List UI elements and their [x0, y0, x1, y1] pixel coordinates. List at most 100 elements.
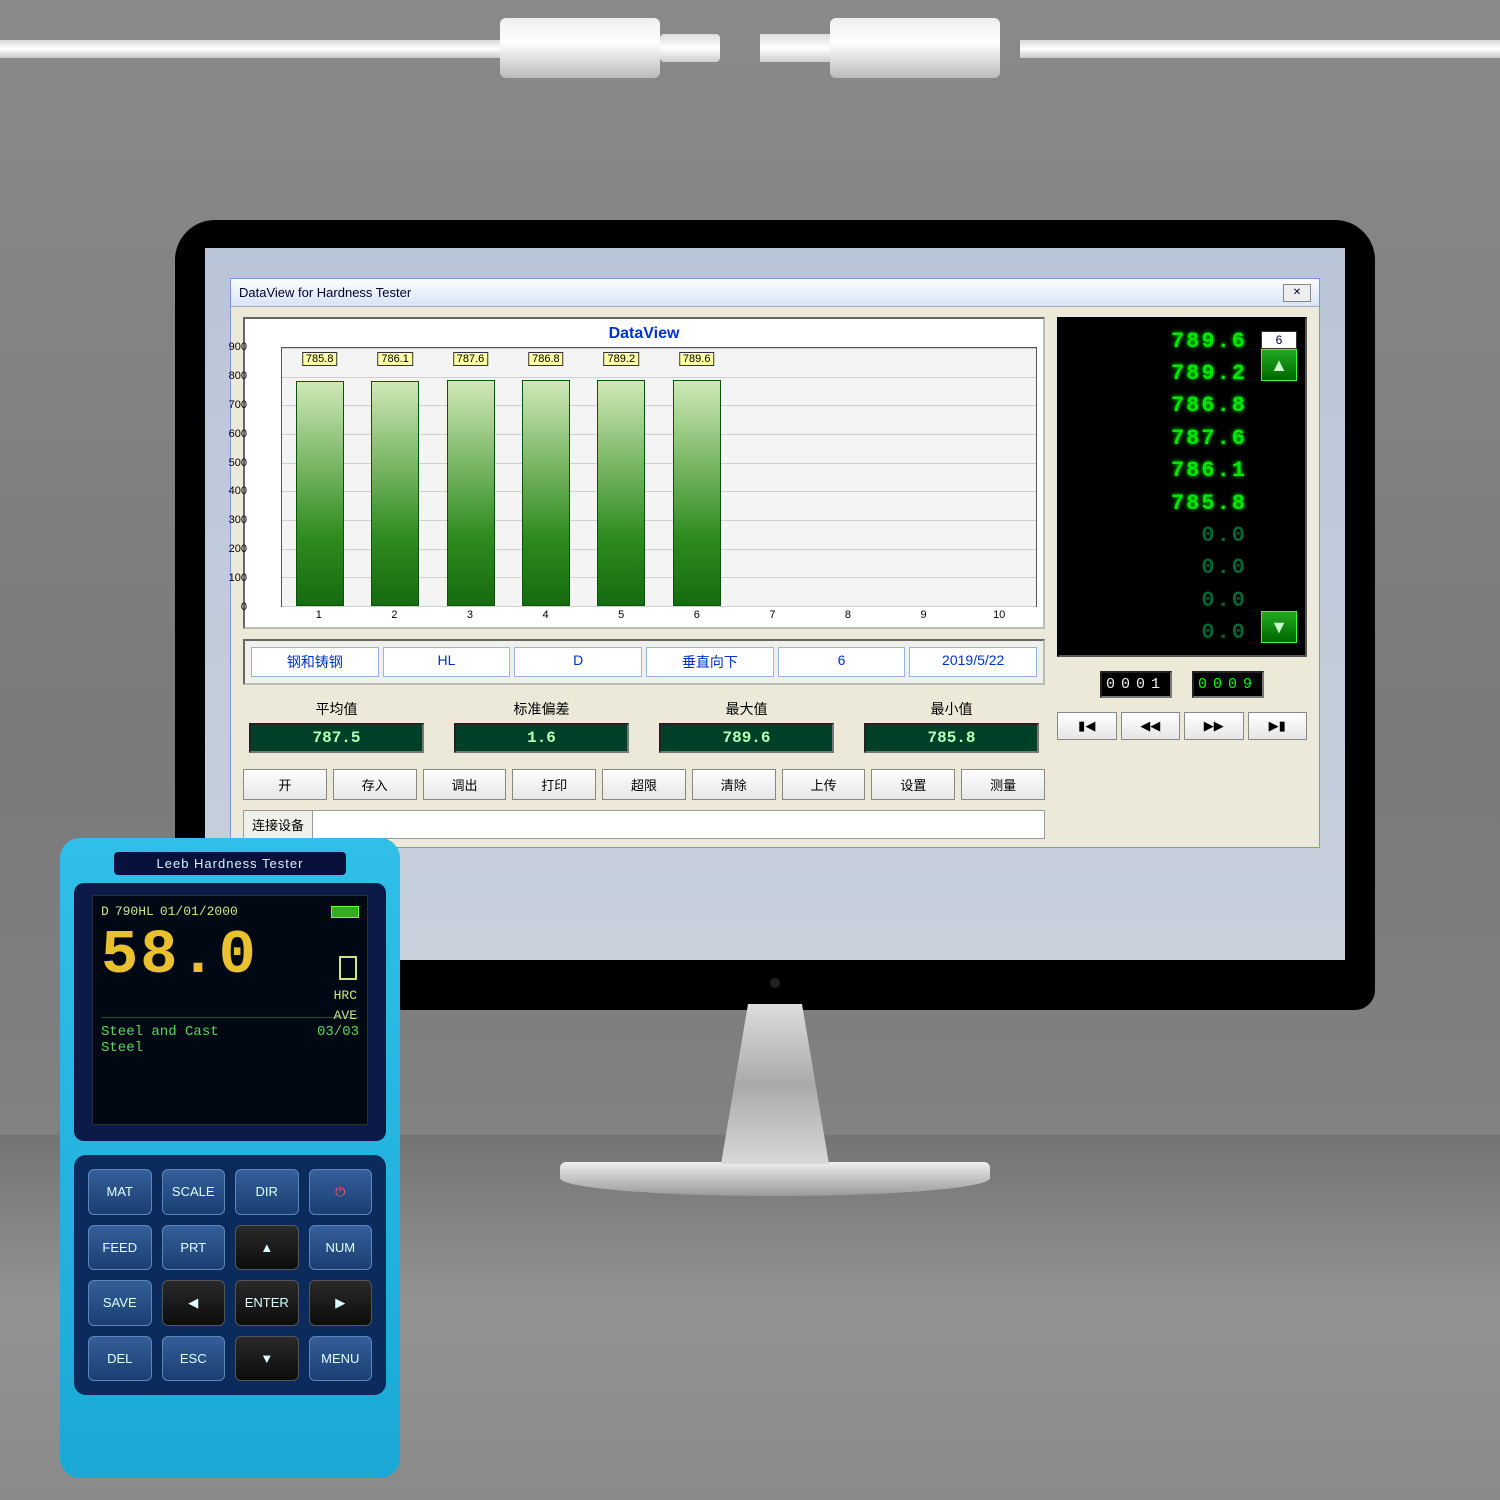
- led-value: 789.6: [1065, 329, 1253, 354]
- usb-cable: [0, 0, 1500, 110]
- device-date: 01/01/2000: [160, 904, 238, 919]
- usb-c-plug: [500, 18, 660, 78]
- led-value: 787.6: [1065, 426, 1253, 451]
- device-screen: D 790HL 01/01/2000 58.0 HRC AVE Steel an…: [92, 895, 368, 1125]
- info-row: 钢和铸钢HLD垂直向下62019/5/22: [243, 639, 1045, 685]
- arrow-down-button[interactable]: ▼: [1261, 611, 1297, 643]
- device-scale: HRC: [334, 986, 357, 1006]
- stat-value: 785.8: [864, 723, 1039, 753]
- device-key[interactable]: MAT: [88, 1169, 152, 1215]
- led-value: 0.0: [1065, 523, 1253, 548]
- device-keypad: MATSCALEDIR⏻ FEEDPRT▲NUM SAVE◀ENTER▶ DELESC…: [74, 1155, 386, 1395]
- device-key[interactable]: DIR: [235, 1169, 299, 1215]
- bar-label: 789.2: [604, 352, 640, 366]
- bar: [447, 380, 495, 606]
- bar-label: 789.6: [679, 352, 715, 366]
- media-button[interactable]: ▮◀: [1057, 712, 1117, 740]
- device-key[interactable]: ▲: [235, 1225, 299, 1270]
- close-button[interactable]: ✕: [1283, 284, 1311, 302]
- button-row: 开存入调出打印超限清除上传设置测量: [243, 769, 1045, 800]
- bar-label: 786.8: [528, 352, 564, 366]
- action-button[interactable]: 设置: [871, 769, 955, 800]
- device-key[interactable]: ◀: [162, 1280, 226, 1326]
- stat-value: 1.6: [454, 723, 629, 753]
- led-value: 0.0: [1065, 620, 1253, 645]
- action-button[interactable]: 清除: [692, 769, 776, 800]
- device-material: Steel and Cast Steel: [101, 1024, 219, 1056]
- usb-a-plug: [830, 18, 1000, 78]
- hardness-tester-device: Leeb Hardness Tester D 790HL 01/01/2000 …: [60, 838, 400, 1478]
- stat-value: 787.5: [249, 723, 424, 753]
- battery-icon: [331, 906, 359, 918]
- device-key[interactable]: ⏻: [309, 1169, 373, 1215]
- led-value: 789.2: [1065, 361, 1253, 386]
- media-button-row: ▮◀◀◀▶▶▶▮: [1057, 712, 1307, 740]
- action-button[interactable]: 开: [243, 769, 327, 800]
- media-button[interactable]: ◀◀: [1121, 712, 1181, 740]
- action-button[interactable]: 打印: [512, 769, 596, 800]
- bar: [597, 380, 645, 606]
- bar-chart: 785.8 786.1 787.6 786.8 789.2 789.6: [281, 347, 1037, 607]
- stat-label: 最小值: [864, 699, 1039, 719]
- device-count: 03/03: [317, 1024, 359, 1056]
- led-value: 785.8: [1065, 491, 1253, 516]
- device-main-value: 58.0: [101, 925, 359, 987]
- info-cell[interactable]: 2019/5/22: [909, 647, 1037, 677]
- device-key[interactable]: DEL: [88, 1336, 152, 1381]
- device-reading: 790HL: [115, 904, 154, 919]
- counter-right: 0009: [1192, 671, 1264, 698]
- bar-label: 786.1: [377, 352, 413, 366]
- device-mode: D: [101, 904, 109, 919]
- device-key[interactable]: PRT: [162, 1225, 226, 1270]
- window-title: DataView for Hardness Tester: [239, 285, 411, 300]
- stat-label: 标准偏差: [454, 699, 629, 719]
- led-index: 6: [1261, 331, 1297, 349]
- led-value: 0.0: [1065, 588, 1253, 613]
- stat-label: 平均值: [249, 699, 424, 719]
- stat-label: 最大值: [659, 699, 834, 719]
- chart-title: DataView: [251, 323, 1037, 347]
- bar: [371, 381, 419, 606]
- led-panel: 789.6789.2786.8787.6786.1785.80.00.00.00…: [1057, 317, 1307, 657]
- app-window: DataView for Hardness Tester ✕ DataView …: [230, 278, 1320, 848]
- action-button[interactable]: 调出: [423, 769, 507, 800]
- device-key[interactable]: ESC: [162, 1336, 226, 1381]
- info-cell[interactable]: 钢和铸钢: [251, 647, 379, 677]
- stats-row: 平均值 787.5 标准偏差 1.6 最大值 789.6 最小值 785.8: [243, 695, 1045, 757]
- title-bar[interactable]: DataView for Hardness Tester ✕: [231, 279, 1319, 307]
- device-key[interactable]: ENTER: [235, 1280, 299, 1326]
- bar-label: 787.6: [453, 352, 489, 366]
- stat-value: 789.6: [659, 723, 834, 753]
- device-key[interactable]: SAVE: [88, 1280, 152, 1326]
- media-button[interactable]: ▶▶: [1184, 712, 1244, 740]
- led-value: 786.1: [1065, 458, 1253, 483]
- device-key[interactable]: ▶: [309, 1280, 373, 1326]
- device-key[interactable]: SCALE: [162, 1169, 226, 1215]
- counter-left: 0001: [1100, 671, 1172, 698]
- status-field: [313, 810, 1045, 839]
- action-button[interactable]: 上传: [782, 769, 866, 800]
- chart-panel: DataView 0100200300400500600700800900 78…: [243, 317, 1045, 629]
- bar: [673, 380, 721, 606]
- device-key[interactable]: ▼: [235, 1336, 299, 1381]
- action-button[interactable]: 超限: [602, 769, 686, 800]
- device-ave: AVE: [334, 1006, 357, 1026]
- info-cell[interactable]: 6: [778, 647, 906, 677]
- info-cell[interactable]: 垂直向下: [646, 647, 774, 677]
- action-button[interactable]: 测量: [961, 769, 1045, 800]
- bar: [522, 380, 570, 606]
- status-label: 连接设备: [243, 810, 313, 839]
- led-value: 786.8: [1065, 393, 1253, 418]
- info-cell[interactable]: HL: [383, 647, 511, 677]
- action-button[interactable]: 存入: [333, 769, 417, 800]
- device-key[interactable]: MENU: [309, 1336, 373, 1381]
- media-button[interactable]: ▶▮: [1248, 712, 1308, 740]
- direction-icon: [339, 956, 357, 980]
- info-cell[interactable]: D: [514, 647, 642, 677]
- device-key[interactable]: NUM: [309, 1225, 373, 1270]
- device-label: Leeb Hardness Tester: [114, 852, 346, 875]
- bar-label: 785.8: [302, 352, 338, 366]
- device-key[interactable]: FEED: [88, 1225, 152, 1270]
- bar: [296, 381, 344, 606]
- arrow-up-button[interactable]: ▲: [1261, 349, 1297, 381]
